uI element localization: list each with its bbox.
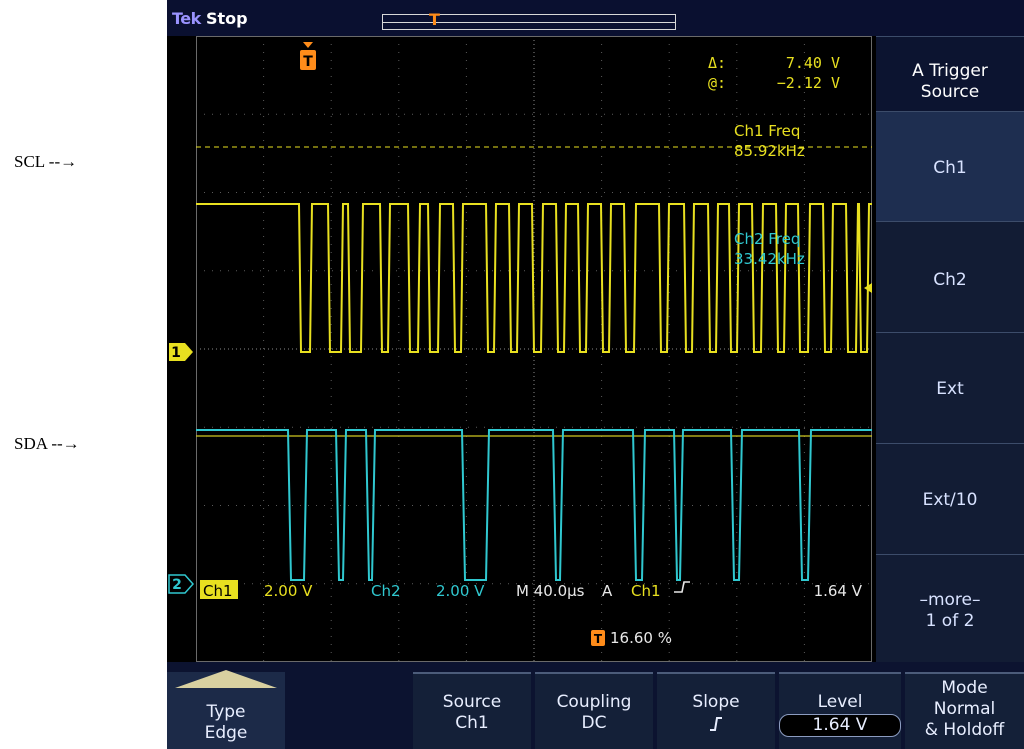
source-value: Ch1 (455, 713, 489, 733)
side-menu-title-line1: A Trigger (912, 61, 988, 81)
status-header: Tek Stop T (167, 0, 1024, 36)
svg-text:2: 2 (172, 577, 182, 593)
svg-text:T: T (594, 632, 603, 646)
ch1-waveform (196, 203, 872, 353)
coupling-value: DC (581, 713, 607, 733)
record-view-bar (382, 14, 676, 30)
trigger-position: 16.60 % (610, 629, 672, 647)
record-trigger-marker-icon: T (429, 10, 440, 29)
svg-text:1: 1 (171, 345, 181, 361)
source-option-ext10-label: Ext/10 (922, 490, 978, 510)
trigger-position-marker-icon: T (300, 42, 316, 70)
delta-value: 7.40 V (786, 54, 840, 72)
source-option-ext10[interactable]: Ext/10 (876, 443, 1024, 554)
trigger-mode: A (602, 582, 613, 600)
ch2-freq-value: 33.42kHz (734, 250, 805, 268)
trigger-level-arrow-icon (864, 283, 872, 293)
level-label: Level (817, 692, 863, 712)
rising-edge-icon (674, 581, 690, 593)
type-label: Type (206, 702, 246, 722)
slope-label: Slope (692, 692, 740, 712)
ch1-tag: Ch1 (203, 582, 233, 600)
trigger-source: Ch1 (631, 582, 661, 600)
ch2-freq-label: Ch2 Freq (734, 230, 800, 248)
side-menu-title-line2: Source (920, 82, 980, 102)
at-label: @: (708, 74, 726, 92)
source-option-ch2[interactable]: Ch2 (876, 221, 1024, 332)
side-menu-title: A Trigger Source (876, 36, 1024, 111)
ch1-freq-label: Ch1 Freq (734, 122, 800, 140)
type-button[interactable]: Type Edge (167, 670, 285, 749)
source-option-ext[interactable]: Ext (876, 332, 1024, 443)
rising-edge-icon (710, 717, 722, 731)
page-indicator: 1 of 2 (925, 611, 975, 631)
scl-annotation: SCL --→ (14, 152, 78, 171)
mode-label: Mode (941, 678, 988, 698)
trigger-level: 1.64 V (814, 582, 863, 600)
menu-tab-arrow-icon (175, 670, 277, 688)
source-button[interactable]: Source Ch1 (413, 672, 531, 749)
ch1-scale: 2.00 V (264, 582, 313, 600)
mode-value: Normal (933, 699, 996, 719)
ch2-tag: Ch2 (371, 582, 401, 600)
level-value: 1.64 V (779, 714, 901, 737)
ch2-scale: 2.00 V (436, 582, 485, 600)
level-button[interactable]: Level 1.64 V (779, 672, 901, 749)
brand-logo: Tek (172, 9, 201, 28)
more-label: –more– (919, 590, 981, 610)
more-button[interactable]: –more– 1 of 2 (876, 554, 1024, 662)
source-label: Source (442, 692, 502, 712)
ch1-tag-box (200, 580, 238, 599)
ch1-ground-marker-icon: 1 (169, 343, 193, 361)
ch2-ground-marker-icon: 2 (168, 574, 195, 594)
source-option-ch2-label: Ch2 (933, 270, 967, 290)
svg-text:T: T (303, 54, 313, 70)
mode-holdoff-button[interactable]: Mode Normal & Holdoff (905, 672, 1024, 749)
oscilloscope-screen: Tek Stop T T Δ: 7.40 V @: −2.12 V Ch1 Fr… (167, 0, 1024, 749)
bottom-menu: Type Edge Source Ch1 Coupling DC Slope L… (167, 662, 1024, 749)
holdoff-label: & Holdoff (924, 720, 1005, 740)
timebase: M 40.0µs (516, 582, 585, 600)
coupling-label: Coupling (556, 692, 632, 712)
source-option-ext-label: Ext (936, 379, 964, 399)
at-value: −2.12 V (777, 74, 840, 92)
trigger-position-icon: T (591, 630, 605, 646)
coupling-button[interactable]: Coupling DC (535, 672, 653, 749)
side-menu: A Trigger Source Ch1 Ch2 Ext Ext/10 –mor… (876, 36, 1024, 662)
source-option-ch1-label: Ch1 (933, 158, 967, 178)
slope-button[interactable]: Slope (657, 672, 775, 749)
source-option-ch1[interactable]: Ch1 (876, 111, 1024, 221)
type-value: Edge (204, 723, 248, 743)
ch1-freq-value: 85.92kHz (734, 142, 805, 160)
waveform-display: T Δ: 7.40 V @: −2.12 V Ch1 Freq 85.92kHz… (196, 36, 872, 662)
ch2-waveform (196, 429, 872, 581)
run-state: Stop (206, 9, 248, 28)
sda-annotation: SDA --→ (14, 434, 80, 453)
delta-label: Δ: (708, 54, 726, 72)
